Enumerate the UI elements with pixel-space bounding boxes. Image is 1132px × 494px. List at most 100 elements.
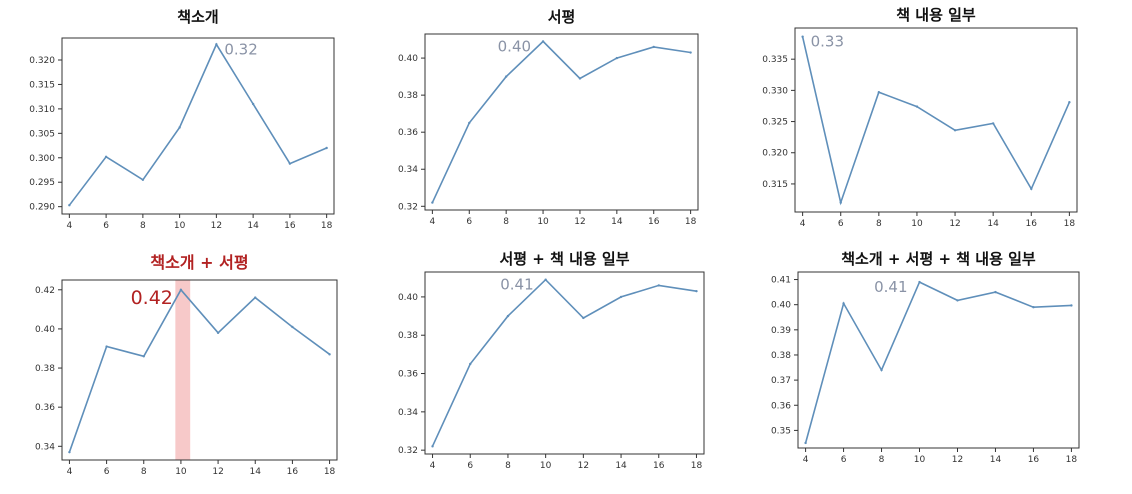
x-tick-label: 6	[103, 221, 109, 231]
x-tick-label: 12	[574, 217, 585, 227]
max-value-annotation: 0.41	[874, 278, 907, 296]
x-tick-label: 8	[505, 461, 511, 471]
data-point	[431, 201, 434, 204]
x-tick-label: 6	[104, 467, 110, 477]
line-chart-svg: 0.290 0.295 0.300 0.305 0.310 0.315 0.320 4 6 8 10…	[29, 37, 335, 231]
x-tick-label: 10	[174, 221, 186, 231]
data-point	[918, 280, 921, 284]
x-tick-label: 12	[578, 461, 589, 471]
data-point	[880, 368, 883, 372]
data-point	[105, 345, 108, 348]
chart-title: 서평	[547, 8, 576, 26]
chart-title-highlighted: 책소개 + 서평	[150, 253, 249, 272]
y-tick-label: 0.32	[398, 446, 418, 456]
data-point	[877, 91, 881, 94]
data-point	[801, 35, 804, 38]
x-tick-label: 16	[284, 221, 296, 231]
data-point	[504, 75, 508, 78]
y-tick-label: 0.38	[398, 91, 418, 101]
x-tick-label: 14	[250, 467, 262, 477]
data-point	[541, 40, 545, 43]
series-line	[68, 288, 331, 453]
x-tick-label: 4	[430, 217, 436, 227]
data-point	[179, 288, 183, 291]
data-point	[839, 201, 842, 204]
chart-panel-6: 책소개 + 서평 + 책 내용 일부 0.35 0.36 0.37 0.38 0.39 0…	[771, 246, 1080, 486]
max-value-annotation: 0.42	[131, 287, 173, 309]
y-tick-label: 0.295	[29, 178, 55, 188]
x-tick-label: 18	[321, 221, 333, 231]
y-tick-label: 0.36	[398, 128, 418, 138]
data-point	[254, 296, 257, 299]
chart-title: 책소개	[177, 8, 219, 26]
data-point	[1032, 306, 1035, 309]
data-point	[142, 355, 145, 358]
x-tick-label: 14	[990, 455, 1002, 465]
y-tick-label: 0.330	[762, 86, 788, 96]
y-tick-label: 0.310	[29, 105, 55, 115]
data-point	[216, 331, 220, 335]
y-tick-label: 0.34	[35, 442, 55, 452]
data-point	[657, 284, 660, 287]
x-tick-label: 18	[685, 217, 697, 227]
data-point	[291, 325, 294, 329]
y-tick-label: 0.34	[398, 165, 418, 175]
data-point	[582, 316, 585, 320]
x-tick-label: 18	[324, 467, 336, 477]
data-point	[956, 299, 959, 302]
x-tick-label: 16	[653, 461, 665, 471]
data-point	[325, 146, 328, 150]
line-chart-svg: 0.35 0.36 0.37 0.38 0.39 0.40 0.41 4 6 8 10 12 14 16 1…	[771, 271, 1080, 465]
data-point	[1070, 304, 1073, 307]
data-point	[288, 162, 292, 165]
y-tick-label: 0.36	[35, 403, 55, 413]
chart-panel-2: 서평 0.32 0.34 0.36 0.38 0.40 4 6 8 10 12 14 16 18 0.40	[398, 4, 699, 234]
data-point	[695, 289, 698, 293]
x-tick-label: 14	[987, 219, 999, 229]
chart-panel-1: 책소개 0.290 0.295 0.300 0.305 0.310 0.315 0.320 4…	[29, 4, 335, 234]
plot-frame	[61, 37, 335, 215]
x-tick-label: 4	[67, 467, 73, 477]
y-tick-label: 0.315	[762, 180, 788, 190]
x-tick-label: 4	[66, 221, 72, 231]
x-tick-label: 8	[879, 455, 885, 465]
y-tick-label: 0.40	[398, 293, 418, 303]
x-tick-label: 12	[211, 221, 222, 231]
data-point	[178, 126, 181, 129]
chart-panel-3: 책 내용 일부 0.315 0.320 0.325 0.330 0.335 4 6 8 10 12…	[762, 4, 1078, 234]
x-tick-label: 14	[615, 461, 627, 471]
data-point	[994, 290, 997, 294]
data-point	[251, 102, 255, 106]
y-tick-label: 0.40	[398, 54, 418, 64]
plot-frame	[794, 27, 1078, 213]
data-point	[141, 178, 145, 181]
chart-panel-4: 책소개 + 서평 0.34 0.36 0.38 0.40 0.42 4 6 8 10 12 14 16…	[35, 246, 338, 486]
data-point	[842, 302, 845, 305]
x-tick-label: 4	[803, 455, 809, 465]
x-tick-label: 8	[876, 219, 882, 229]
x-tick-label: 16	[287, 467, 299, 477]
x-tick-label: 18	[1066, 455, 1078, 465]
x-tick-label: 10	[911, 219, 923, 229]
y-tick-label: 0.40	[35, 325, 55, 335]
x-tick-label: 16	[1026, 219, 1038, 229]
y-tick-label: 0.315	[29, 80, 55, 90]
x-tick-label: 8	[140, 221, 146, 231]
series-line	[804, 281, 1072, 444]
y-tick-label: 0.36	[771, 401, 791, 411]
plot-frame	[424, 33, 699, 211]
y-tick-label: 0.37	[771, 376, 791, 386]
chart-title: 책 내용 일부	[896, 6, 976, 24]
y-tick-label: 0.35	[771, 426, 791, 436]
data-point	[991, 122, 995, 125]
x-tick-label: 6	[838, 219, 844, 229]
x-tick-label: 8	[141, 467, 147, 477]
x-tick-label: 10	[540, 461, 552, 471]
x-tick-label: 10	[175, 467, 187, 477]
x-tick-label: 16	[648, 217, 660, 227]
data-point	[68, 450, 71, 454]
x-tick-label: 6	[841, 455, 847, 465]
data-point	[615, 56, 619, 60]
data-point	[104, 155, 108, 158]
line-chart-svg: 0.34 0.36 0.38 0.40 0.42 4 6 8 10 12 14 16 18 0.42	[35, 279, 338, 477]
